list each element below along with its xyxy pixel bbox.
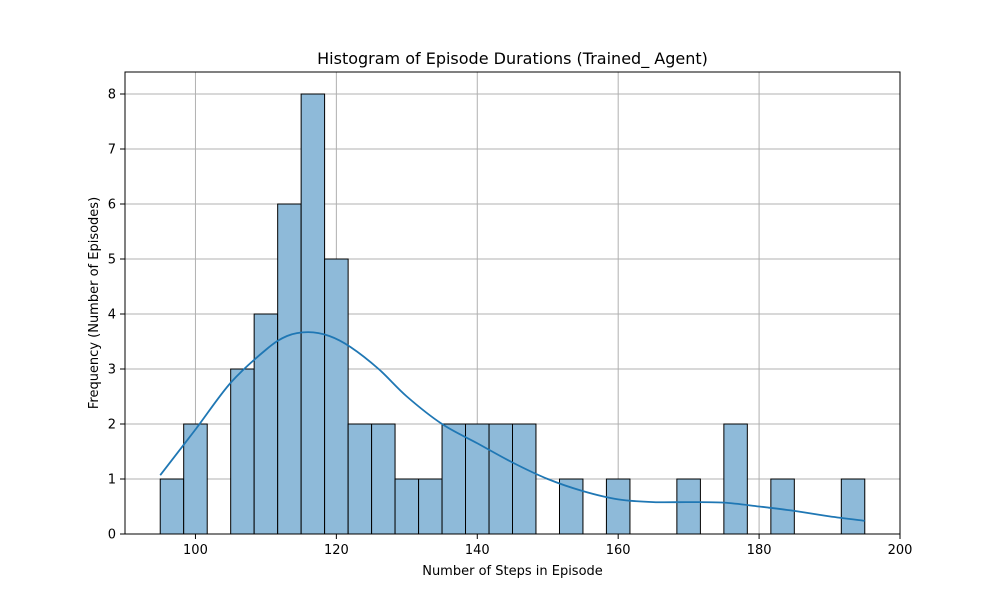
y-axis-ticks: 0 1 2 3 4 5 6 7 8	[108, 88, 125, 543]
histogram-bar-26	[770, 478, 795, 535]
histogram-bar-0	[159, 478, 185, 535]
y-tick-label-6: 6	[108, 198, 116, 213]
x-axis-ticks: 100 120 140 160 180 200	[183, 534, 912, 558]
histogram-bar-15	[512, 423, 537, 535]
plot-area-frame	[124, 71, 901, 535]
histogram-bar-9	[371, 423, 396, 535]
x-tick-label-1: 120	[324, 543, 349, 558]
y-tick-label-8: 8	[108, 88, 116, 103]
kde-curve	[159, 331, 865, 522]
x-tick-label-5: 200	[888, 543, 913, 558]
x-tick-label-2: 140	[465, 543, 490, 558]
chart-title: Histogram of Episode Durations (Trained_…	[317, 49, 708, 69]
histogram-bar-10	[394, 478, 420, 535]
histogram-bar-13	[465, 423, 490, 535]
histogram-bar-11	[418, 478, 443, 535]
y-tick-label-3: 3	[108, 363, 116, 378]
histogram-bar-7	[324, 258, 349, 535]
y-tick-label-5: 5	[108, 253, 116, 268]
x-tick-label-3: 160	[606, 543, 631, 558]
histogram-bar-5	[277, 203, 302, 535]
histogram-bar-24	[723, 423, 748, 535]
histogram-bar-14	[488, 423, 513, 535]
histogram-bar-3	[230, 368, 255, 535]
y-tick-label-1: 1	[108, 473, 116, 488]
y-tick-label-2: 2	[108, 418, 116, 433]
y-tick-label-0: 0	[108, 528, 116, 543]
histogram-bar-29	[840, 478, 866, 535]
x-tick-label-4: 180	[747, 543, 772, 558]
y-tick-label-7: 7	[108, 143, 116, 158]
x-tick-label-0: 100	[183, 543, 208, 558]
y-axis-label: Frequency (Number of Episodes)	[87, 197, 102, 409]
y-tick-label-4: 4	[108, 308, 116, 323]
histogram-bar-4	[253, 313, 279, 535]
histogram-bar-12	[441, 423, 467, 535]
histogram-bar-19	[605, 478, 631, 535]
x-axis-label: Number of Steps in Episode	[422, 564, 603, 579]
histogram-bar-22	[676, 478, 701, 535]
histogram-bar-8	[347, 423, 373, 535]
histogram-bar-6	[300, 93, 326, 535]
